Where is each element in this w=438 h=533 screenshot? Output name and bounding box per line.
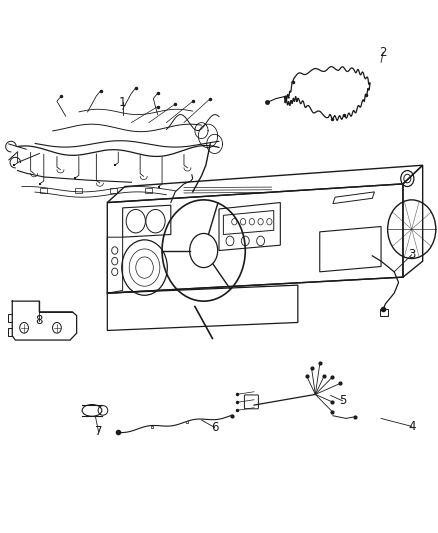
Bar	[380, 309, 388, 316]
Bar	[40, 188, 47, 193]
Text: 1: 1	[119, 96, 127, 109]
Text: 7: 7	[95, 425, 102, 438]
Text: 2: 2	[379, 46, 387, 59]
Bar	[110, 188, 117, 193]
Bar	[75, 188, 82, 193]
Text: 3: 3	[408, 248, 415, 261]
Text: 5: 5	[339, 394, 346, 407]
Text: 8: 8	[35, 314, 42, 327]
Text: 4: 4	[408, 420, 416, 433]
Text: 6: 6	[211, 421, 219, 434]
FancyBboxPatch shape	[244, 395, 258, 409]
Bar	[145, 188, 152, 193]
